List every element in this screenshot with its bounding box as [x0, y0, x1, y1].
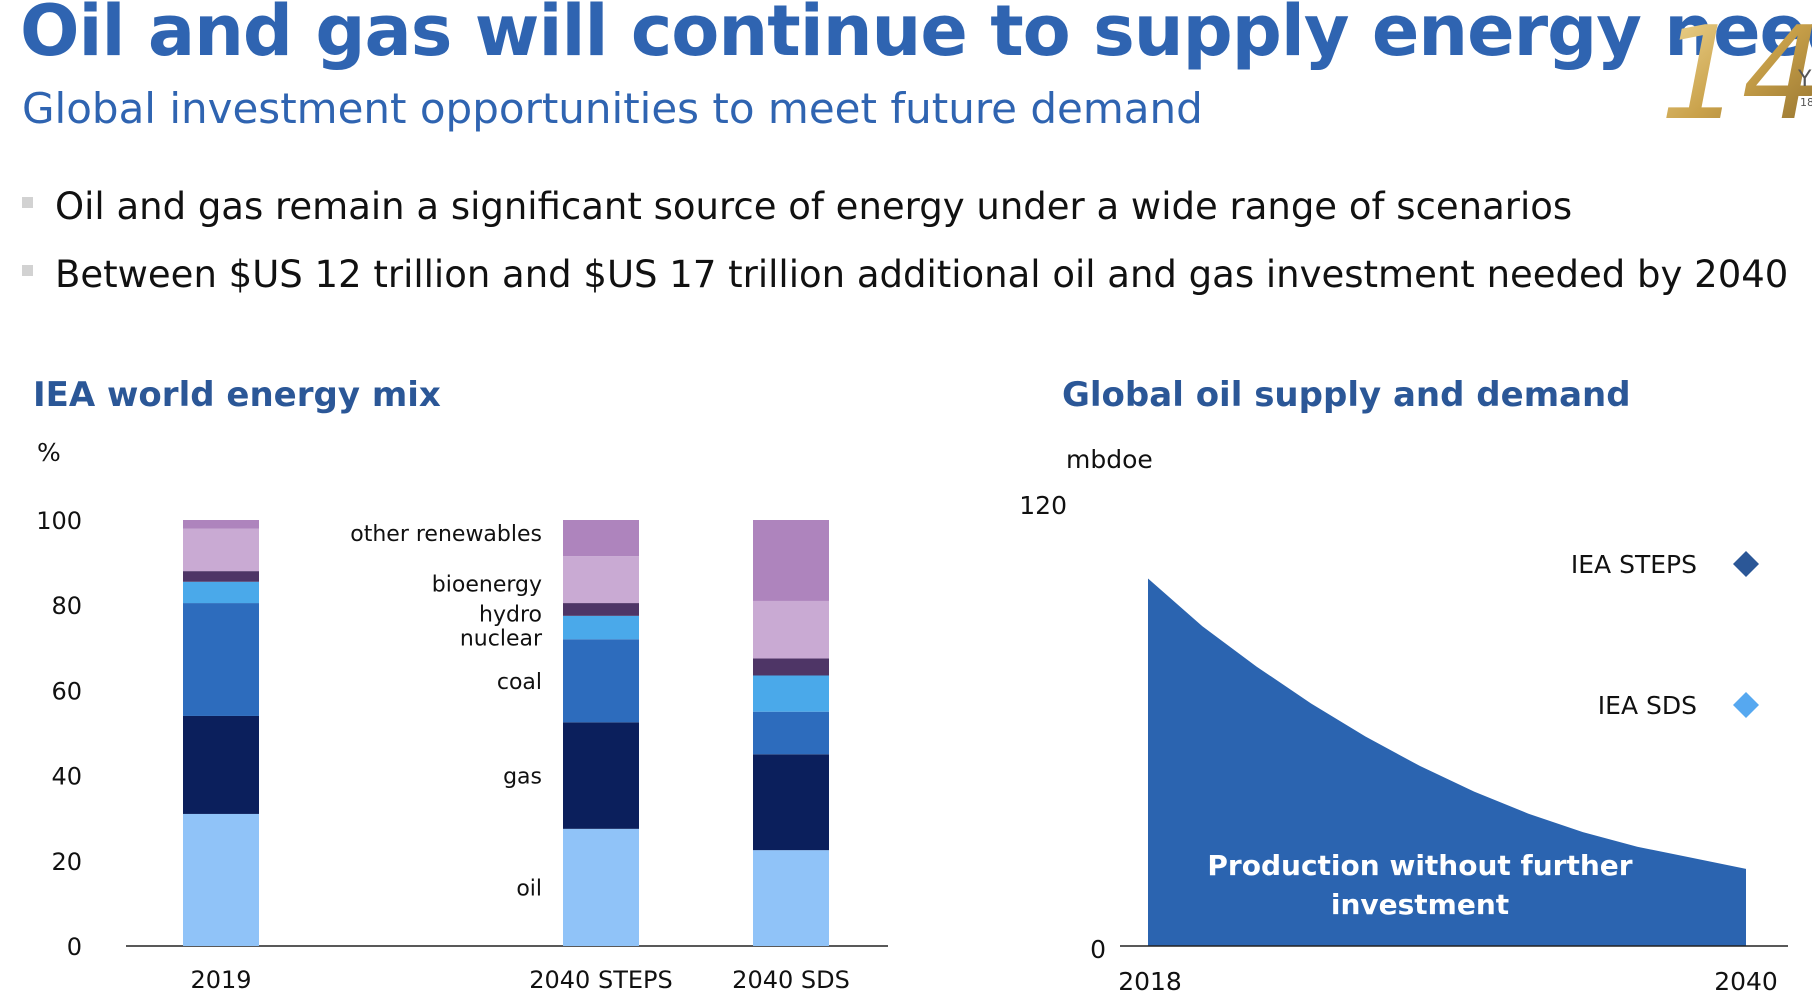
- bar-segment-bioenergy: [563, 556, 639, 604]
- series-label-hydro: hydro: [479, 602, 542, 627]
- series-label-coal: coal: [497, 670, 542, 695]
- area-label-line-2: investment: [1331, 888, 1509, 921]
- oil-supply-plot: Production without further investment 0 120…: [1019, 491, 1788, 996]
- energy-mix-y-unit: %: [37, 438, 61, 467]
- bar-segment-bioenergy: [183, 528, 259, 572]
- y-tick-label: 0: [1090, 935, 1106, 964]
- bar-segment-other-renewables: [563, 520, 639, 557]
- bar-segment-oil: [563, 828, 639, 946]
- legend-diamond-icon: [1733, 692, 1759, 718]
- bullet-text: Oil and gas remain a significant source …: [55, 185, 1573, 228]
- production-area: [1148, 578, 1746, 946]
- x-tick-label: 2040 STEPS: [529, 966, 672, 994]
- bar-segment-gas: [183, 715, 259, 814]
- bar-segment-gas: [753, 754, 829, 851]
- bar-segment-nuclear: [563, 615, 639, 640]
- bar-segment-nuclear: [183, 581, 259, 604]
- legend-diamond-icon: [1733, 551, 1759, 577]
- series-label-gas: gas: [503, 765, 542, 790]
- area-label-line-1: Production without further: [1207, 849, 1632, 882]
- bar-segment-other-renewables: [183, 520, 259, 529]
- y-tick-label: 40: [51, 763, 82, 791]
- oil-supply-chart: Production without further investment 0 120…: [1019, 491, 1788, 996]
- bar-segment-other-renewables: [753, 520, 829, 601]
- bar-segment-hydro: [563, 603, 639, 616]
- bar-segment-gas: [563, 722, 639, 829]
- bullet-item: Oil and gas remain a significant source …: [22, 185, 1572, 228]
- x-tick-label: 2040 SDS: [732, 966, 850, 994]
- bar-segment-hydro: [183, 571, 259, 582]
- oil-supply-y-unit: mbdoe: [1066, 445, 1153, 474]
- page-subtitle: Global investment opportunities to meet …: [22, 84, 1203, 133]
- oil-supply-chart-title: Global oil supply and demand: [1062, 375, 1631, 415]
- anniversary-logo: 14 Y 18: [1662, 0, 1812, 130]
- energy-mix-chart-title: IEA world energy mix: [33, 375, 441, 415]
- series-label-oil: oil: [516, 876, 542, 901]
- y-tick-label: 60: [51, 677, 82, 705]
- y-tick-label: 20: [51, 848, 82, 876]
- y-tick-label: 0: [67, 933, 82, 961]
- bar-segment-hydro: [753, 658, 829, 676]
- bar-segment-oil: [753, 850, 829, 946]
- bullet-square-icon: [22, 197, 33, 208]
- energy-mix-chart: 0 20 40 60 80 100 2019 2040 STEPS 2040 SDS oil gas…: [36, 507, 888, 994]
- bar-segment-nuclear: [753, 675, 829, 712]
- legend-label-iea-sds: IEA SDS: [1598, 691, 1697, 720]
- page-title: Oil and gas will continue to supply ener…: [20, 0, 1812, 72]
- logo-number: 14: [1662, 0, 1812, 130]
- y-tick-label: 120: [1019, 491, 1067, 520]
- bullet-item: Between $US 12 trillion and $US 17 trill…: [22, 253, 1788, 296]
- x-tick-label: 2019: [190, 966, 251, 994]
- bar-segment-oil: [183, 813, 259, 946]
- energy-mix-plot: 0 20 40 60 80 100 2019 2040 STEPS 2040 SDS oil gas…: [36, 507, 888, 994]
- x-tick-label: 2040: [1714, 967, 1778, 996]
- bullet-text: Between $US 12 trillion and $US 17 trill…: [55, 253, 1789, 296]
- series-label-other-renewables: other renewables: [350, 522, 542, 547]
- bullet-square-icon: [22, 265, 33, 276]
- y-tick-label: 100: [36, 507, 82, 535]
- y-tick-label: 80: [51, 592, 82, 620]
- bar-segment-coal: [183, 603, 259, 716]
- bar-segment-coal: [753, 711, 829, 755]
- bar-segment-coal: [563, 639, 639, 723]
- legend-label-iea-steps: IEA STEPS: [1571, 550, 1697, 579]
- series-label-bioenergy: bioenergy: [432, 573, 542, 598]
- x-tick-label: 2018: [1118, 967, 1182, 996]
- series-label-nuclear: nuclear: [460, 627, 543, 652]
- logo-fragment-y: Y: [1797, 67, 1812, 92]
- logo-fragment-year: 18: [1800, 96, 1812, 109]
- bar-segment-bioenergy: [753, 600, 829, 659]
